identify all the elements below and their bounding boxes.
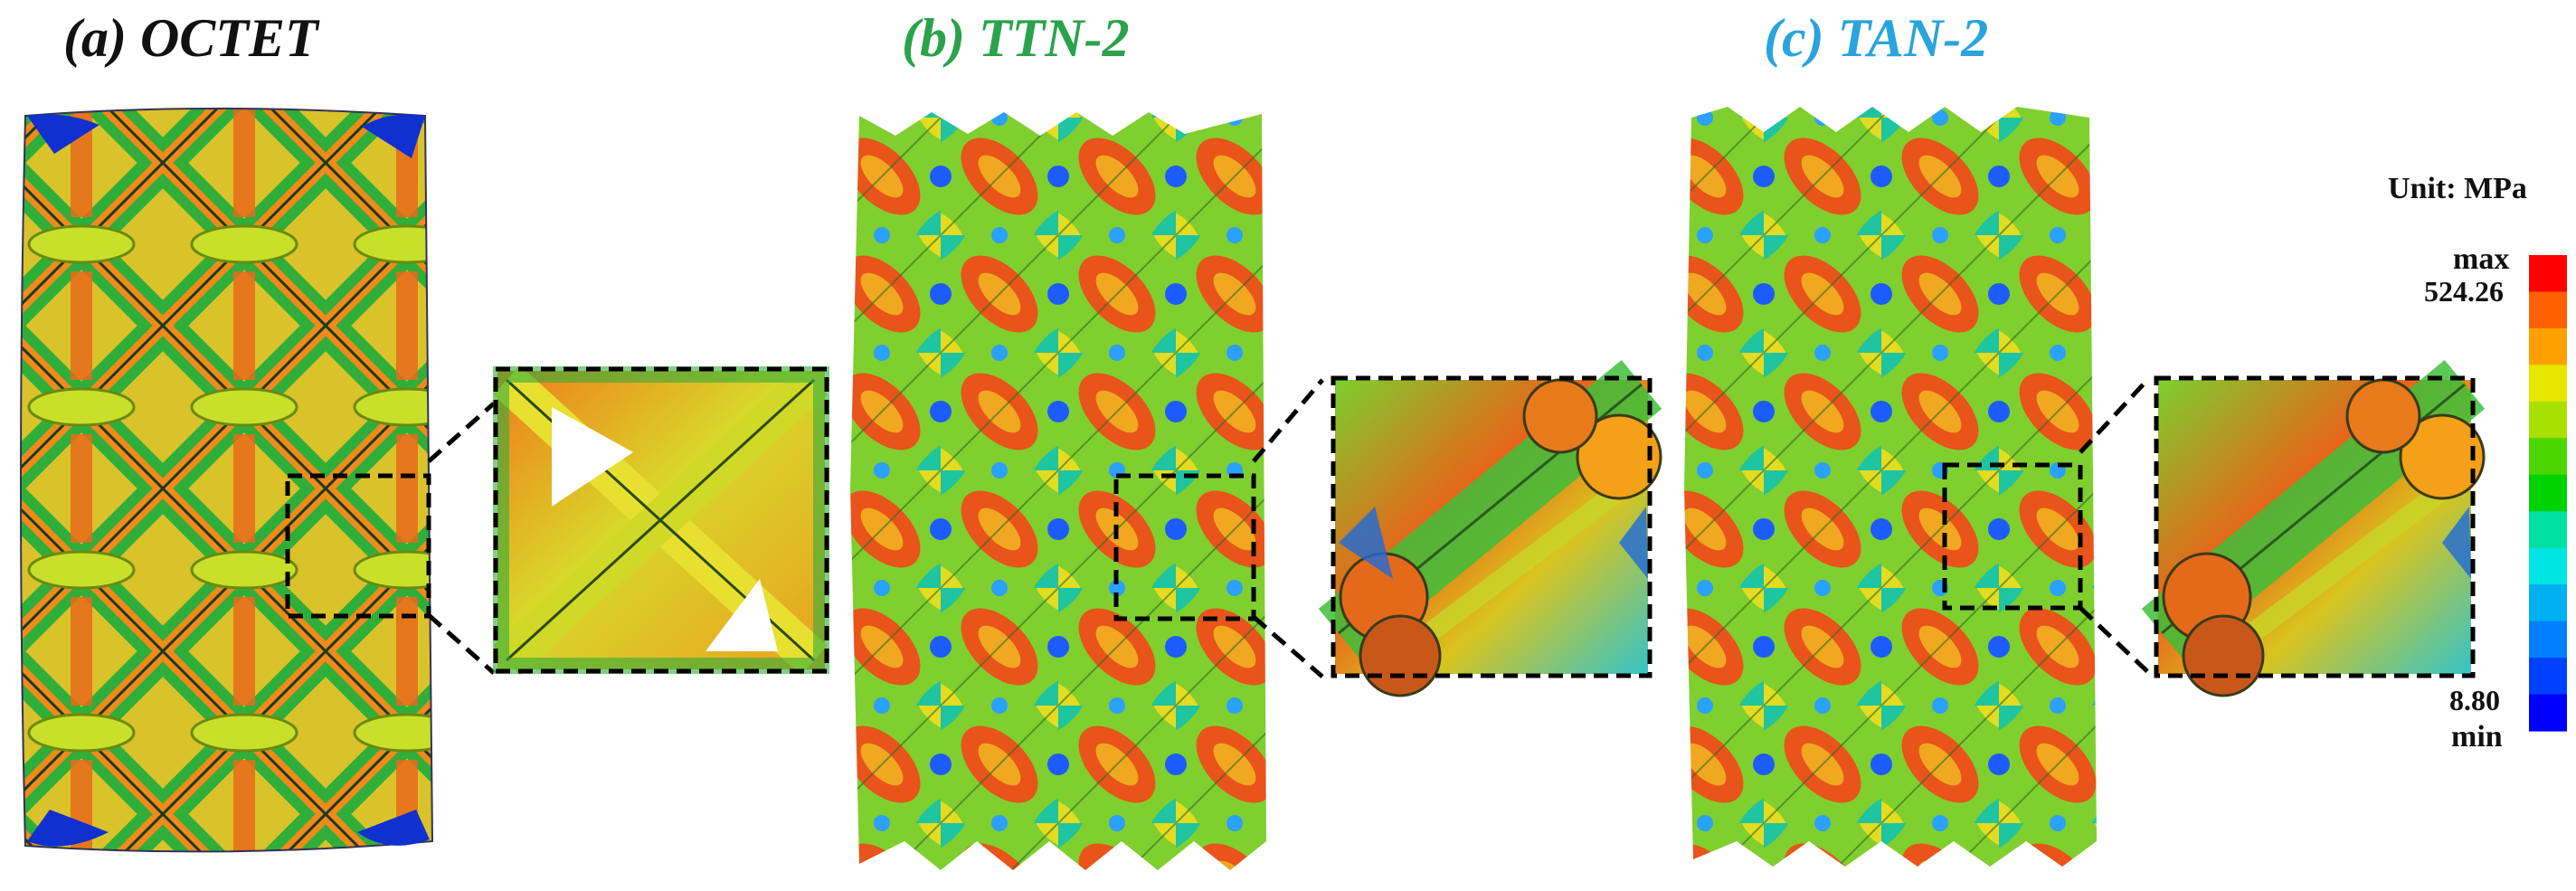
legend-max-value: 524.26 [2424,275,2504,308]
ttn-2-callout-line-top [1252,378,1324,463]
color-bar-segment [2529,694,2567,732]
octet-callout-line-top [427,402,496,463]
octet-zoom-view [493,365,829,676]
color-bar-segment [2529,474,2567,512]
tan-2-lattice [1684,107,2097,867]
color-bar-segment [2529,365,2567,403]
ttn-2-zoom-frame [1331,375,1653,678]
tan-2-callout-line-bottom [2079,606,2151,675]
color-bar-segment [2529,401,2567,439]
legend-max-label: max [2453,242,2510,276]
legend-min-label: min [2451,720,2503,754]
octet-zoom-frame [493,366,829,674]
title-octet: (a) OCTET [63,8,318,68]
color-bar-segment [2529,255,2567,293]
ttn-2-zoom-view [1318,359,1662,697]
ttn-2-lattice [850,112,1266,870]
title-ttn-2: (b) TTN-2 [902,8,1130,68]
octet-lattice [20,108,434,853]
stress-color-bar [2529,255,2567,732]
octet-callout-line-bottom [427,613,496,675]
tan-2-highlight-box [1942,462,2083,611]
legend-min-value: 8.80 [2449,684,2500,716]
color-bar-segment [2529,658,2567,696]
octet-highlight-box [285,473,431,619]
color-bar-segment [2529,291,2567,329]
ttn-2-callout-line-bottom [1252,615,1324,678]
color-bar-segment [2529,621,2567,659]
color-bar-segment [2529,584,2567,622]
color-bar-segment [2529,547,2567,585]
tan-2-zoom-frame [2154,375,2476,678]
tan-2-zoom-view [2141,359,2486,697]
color-bar-segment [2529,327,2567,365]
color-bar-segment [2529,511,2567,549]
tan-2-callout-line-top [2079,376,2151,454]
color-bar-segment [2529,438,2567,476]
title-tan-2: (c) TAN-2 [1764,8,1989,68]
ttn-2-highlight-box [1113,473,1256,621]
legend-unit: Unit: MPa [2388,172,2527,205]
